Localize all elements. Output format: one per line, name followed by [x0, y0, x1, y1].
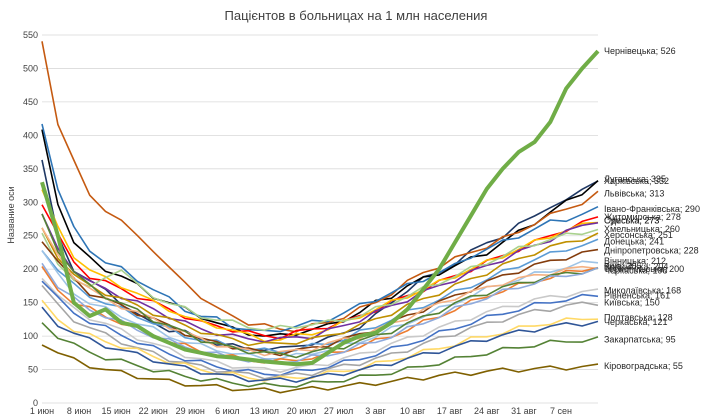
- series-end-label: Рівненська; 161: [604, 290, 670, 300]
- series-line: [41, 277, 599, 373]
- x-tick-label: 1 июн: [30, 406, 54, 416]
- series-end-label: Закарпатська; 95: [604, 334, 676, 344]
- series-line: [41, 344, 599, 394]
- x-tick-label: 22 июн: [139, 406, 168, 416]
- series-line: [41, 189, 599, 343]
- chart-title: Пацієнтов в больницах на 1 млн населения: [225, 8, 488, 23]
- gridlines: [42, 34, 598, 404]
- y-tick-label: 0: [33, 398, 38, 408]
- y-tick-label: 500: [23, 63, 38, 73]
- x-tick-label: 24 авг: [474, 406, 500, 416]
- series-end-label: Дніпропетровська; 228: [604, 245, 699, 255]
- x-tick-label: 8 июн: [67, 406, 91, 416]
- series-line: [41, 306, 599, 383]
- series-line: [41, 280, 599, 377]
- series-line: [41, 238, 599, 354]
- series-line: [40, 49, 600, 367]
- series-end-label: Сумська; 273: [604, 215, 659, 225]
- x-tick-label: 10 авг: [400, 406, 426, 416]
- series-line: [41, 262, 599, 364]
- series-end-label: Харківська; 332: [604, 176, 669, 186]
- y-tick-label: 200: [23, 264, 38, 274]
- x-tick-label: 31 авг: [511, 406, 537, 416]
- series-line: [41, 228, 599, 331]
- series-line: [41, 213, 599, 359]
- series-end-label: Луганська; 335: [604, 174, 666, 184]
- series-end-label: Львівська; 313: [604, 189, 664, 199]
- series-end-label: Полтавська; 128: [604, 312, 673, 322]
- series-end-label: Черкаська; 198: [604, 266, 668, 276]
- x-tick-label: 13 июл: [250, 406, 279, 416]
- x-tick-label: 15 июн: [102, 406, 131, 416]
- series-end-label: Волинська; 204: [604, 262, 668, 272]
- series-end-label: Кіровоградська; 55: [604, 361, 683, 371]
- y-tick-label: 150: [23, 298, 38, 308]
- series-end-label: Донецька; 241: [604, 237, 664, 247]
- y-tick-label: 350: [23, 164, 38, 174]
- series-end-label: Миколаївська; 168: [604, 286, 681, 296]
- y-tick-label: 50: [28, 365, 38, 375]
- x-tick-label: 27 июл: [324, 406, 353, 416]
- y-tick-label: 250: [23, 231, 38, 241]
- y-tick-label: 550: [23, 30, 38, 40]
- series-line: [41, 123, 599, 333]
- series-line: [41, 227, 599, 357]
- series-line: [41, 284, 599, 380]
- series-end-label: Тернопільська; 200: [604, 264, 684, 274]
- series-end-label: Чернівецька; 526: [604, 46, 676, 56]
- series-end-label: Одеська; 273: [604, 215, 659, 225]
- y-tick-label: 300: [23, 197, 38, 207]
- series-end-label: Київ; 205: [604, 261, 642, 271]
- y-tick-label: 450: [23, 97, 38, 107]
- series-end-label: Черкаська; 121: [604, 317, 668, 327]
- series-end-label: Вінницька; 212: [604, 256, 666, 266]
- series-line: [41, 322, 599, 388]
- y-tick-label: 100: [23, 331, 38, 341]
- x-tick-label: 20 июл: [287, 406, 316, 416]
- y-axis-label: Название оси: [6, 186, 16, 243]
- x-tick-label: 3 авг: [365, 406, 386, 416]
- series-end-label: Київська; 150: [604, 298, 660, 308]
- x-tick-label: 29 июн: [176, 406, 205, 416]
- series-lines: [40, 41, 600, 394]
- x-tick-label: 17 авг: [437, 406, 463, 416]
- series-end-labels: Чернівецька; 526 Луганська; 335Харківська…: [604, 46, 700, 371]
- y-tick-labels: 0 50 100 150 200 250 300 350 400 450 500 550: [23, 30, 38, 408]
- y-tick-label: 400: [23, 130, 38, 140]
- series-end-label: Хмельницька; 260: [604, 224, 680, 234]
- series-end-label: Івано-Франківська; 290: [604, 204, 700, 214]
- x-tick-label: 7 сен: [550, 406, 572, 416]
- series-line: [41, 227, 599, 347]
- series-end-label: Житомирська; 278: [604, 212, 681, 222]
- series-line: [41, 213, 599, 343]
- x-tick-labels: 1 июн 8 июн 15 июн 22 июн 29 июн 6 июл 13 июл 2…: [30, 406, 572, 416]
- x-tick-label: 6 июл: [215, 406, 239, 416]
- series-end-label: Херсонська; 251: [604, 230, 673, 240]
